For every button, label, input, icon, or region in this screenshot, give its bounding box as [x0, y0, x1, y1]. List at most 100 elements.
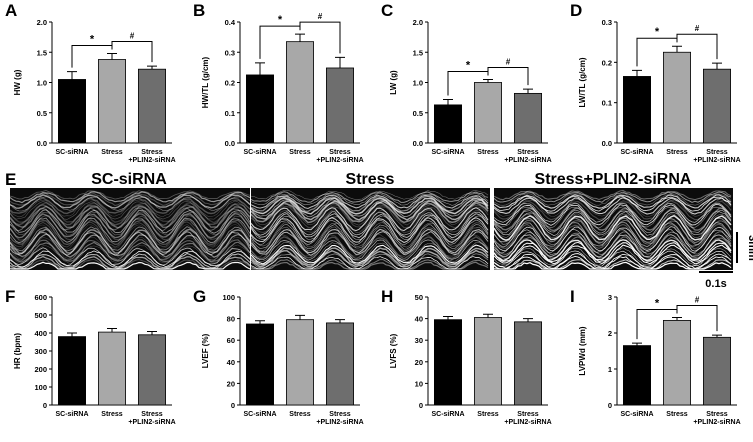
- echo-trace: [250, 203, 489, 226]
- panel-label: I: [570, 287, 575, 306]
- error-bar: [483, 78, 493, 83]
- echo-trace: [250, 201, 489, 224]
- echo-trace: [493, 200, 732, 221]
- y-axis-label: LVPWd (mm): [578, 326, 587, 376]
- bar: [325, 322, 354, 406]
- x-tick-label: Stress: [477, 411, 499, 418]
- x-tick-label: SC-siRNA: [55, 411, 88, 418]
- y-tick-label: 2.0: [413, 18, 423, 27]
- x-tick-label: Stress: [101, 149, 123, 156]
- echo-trace: [9, 261, 251, 270]
- echo-trace: [9, 219, 251, 246]
- error-bar: [295, 314, 305, 320]
- echo-trace: [493, 207, 732, 232]
- echo-trace: [250, 259, 489, 270]
- significance-mark: *: [466, 59, 471, 71]
- y-tick-label: 1.5: [413, 48, 423, 57]
- echo-trace: [9, 209, 251, 234]
- panel-label: C: [381, 1, 393, 20]
- y-tick-label: 0.2: [225, 79, 235, 88]
- y-tick-label: 2: [608, 329, 612, 338]
- significance-bracket: [487, 66, 529, 86]
- echo-trace: [250, 197, 489, 215]
- error-bar: [632, 69, 642, 77]
- echo-trace: [250, 244, 489, 265]
- panel-label: H: [381, 287, 393, 306]
- x-tick-label: Stress: [289, 149, 311, 156]
- echo-title: Stress: [346, 171, 395, 188]
- echo-image: [493, 188, 733, 270]
- bar: [137, 68, 166, 144]
- echo-image: [250, 188, 490, 270]
- x-tick-label: SC-siRNA: [431, 149, 464, 156]
- echo-trace: [9, 191, 251, 204]
- significance-bracket: [111, 40, 153, 63]
- y-tick-label: 0: [43, 401, 47, 410]
- error-bar: [67, 332, 77, 337]
- echo-trace: [9, 212, 251, 239]
- y-tick-label: 40: [415, 315, 423, 324]
- y-tick-label: 30: [415, 336, 423, 345]
- echo-trace: [493, 202, 732, 223]
- echo-trace: [250, 233, 489, 258]
- bar: [325, 67, 354, 144]
- y-axis-label: LW/TL (g/cm): [578, 57, 587, 107]
- bar: [98, 331, 127, 406]
- echo-trace: [493, 194, 732, 209]
- bar: [473, 82, 502, 144]
- echo-trace: [250, 228, 489, 254]
- y-axis-label: HW/TL (g/cm): [201, 56, 210, 108]
- y-tick-label: 3: [608, 293, 612, 302]
- bar: [433, 104, 462, 144]
- echo-trace: [493, 191, 732, 203]
- y-tick-label: 600: [34, 293, 47, 302]
- y-tick-label: 300: [34, 347, 47, 356]
- echo-image: [9, 188, 251, 270]
- x-tick-label: Stress +PLIN2-siRNA: [504, 149, 551, 164]
- echo-trace: [493, 203, 732, 226]
- panel-label: A: [5, 1, 17, 20]
- panel-label: D: [570, 1, 582, 20]
- bar: [245, 74, 274, 144]
- echo-trace: [250, 235, 489, 260]
- echo-trace: [9, 217, 251, 244]
- echo-title: SC-siRNA: [91, 171, 167, 188]
- y-tick-label: 60: [227, 336, 235, 345]
- significance-mark: #: [506, 57, 511, 66]
- bar: [473, 317, 502, 406]
- bar: [623, 345, 652, 406]
- echo-trace: [9, 203, 251, 227]
- y-tick-label: 0.1: [602, 99, 612, 108]
- echo-trace: [250, 191, 489, 203]
- echo-trace: [9, 199, 251, 218]
- echo-trace: [9, 239, 251, 261]
- echo-trace: [9, 236, 251, 260]
- bar: [58, 79, 87, 144]
- echo-trace: [493, 219, 732, 246]
- scale-label: 3mm: [746, 235, 753, 261]
- echo-trace: [9, 244, 251, 265]
- y-tick-label: 1.0: [413, 79, 423, 88]
- x-tick-label: Stress: [477, 149, 499, 156]
- bar: [245, 323, 274, 406]
- y-tick-label: 0.4: [225, 18, 236, 27]
- error-bar: [147, 331, 157, 335]
- y-tick-label: 200: [34, 365, 47, 374]
- significance-mark: *: [278, 14, 283, 26]
- error-bar: [67, 71, 77, 80]
- echo-trace: [9, 252, 251, 269]
- error-bar: [672, 317, 682, 321]
- echo-trace: [493, 193, 732, 206]
- y-tick-label: 0.0: [37, 139, 47, 148]
- echo-trace: [9, 215, 251, 241]
- error-bar: [335, 319, 345, 323]
- echo-trace: [250, 239, 489, 261]
- error-bar: [335, 56, 345, 68]
- echo-trace: [493, 206, 732, 229]
- echo-trace: [493, 261, 732, 270]
- echo-trace: [250, 261, 489, 270]
- echo-title: Stress+PLIN2-siRNA: [535, 171, 692, 188]
- x-tick-label: SC-siRNA: [243, 149, 276, 156]
- error-bar: [295, 33, 305, 42]
- bar: [137, 334, 166, 406]
